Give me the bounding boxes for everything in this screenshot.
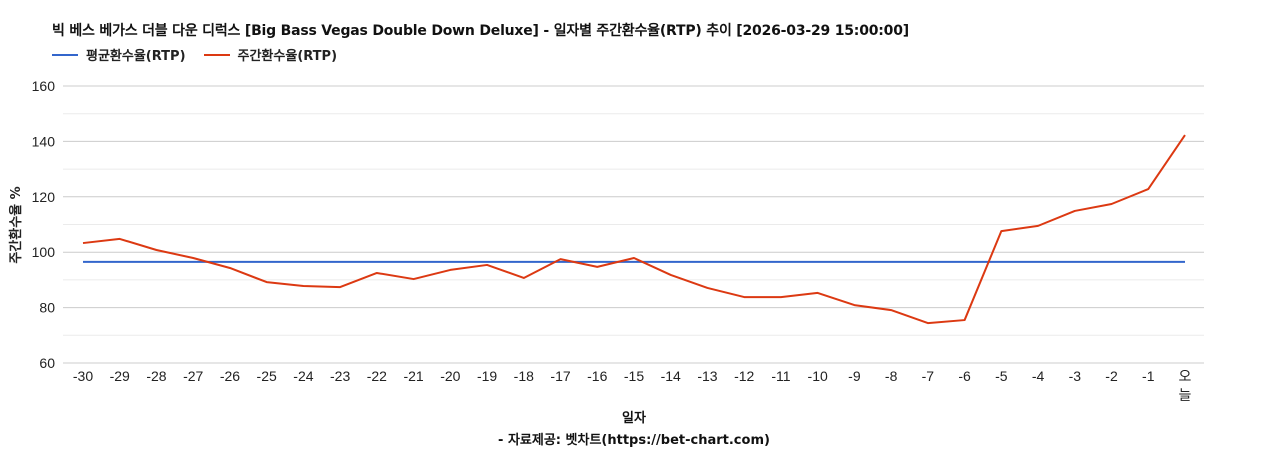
x-tick-label: -8 <box>885 368 898 384</box>
legend: 평균환수율(RTP) 주간환수율(RTP) <box>52 45 355 64</box>
x-tick-label: -20 <box>440 368 460 384</box>
x-tick-label: 오 <box>1179 368 1192 384</box>
x-tick-label: -6 <box>958 368 971 384</box>
x-tick-label: -2 <box>1105 368 1118 384</box>
x-axis-ticks: -30 -29 -28 -27 -26 -25 -24 -23 -22 -21 -20 -19 -18-… <box>73 368 1192 403</box>
legend-item-average[interactable]: 평균환수율(RTP) <box>52 45 186 64</box>
x-tick-label: -24 <box>293 368 313 384</box>
y-tick-label: 120 <box>32 189 56 205</box>
x-tick-label: -22 <box>367 368 387 384</box>
series-lines <box>82 134 1186 325</box>
y-axis-ticks: 60 80 100 120 140 160 <box>32 78 56 371</box>
y-axis-title: 주간환수율 % <box>8 186 24 263</box>
x-tick-label: -14 <box>661 368 681 384</box>
x-tick-label: -29 <box>110 368 130 384</box>
legend-label-weekly: 주간환수율(RTP) <box>237 49 338 64</box>
x-tick-label: -28 <box>146 368 166 384</box>
x-axis-title: 일자 <box>622 411 646 426</box>
x-tick-label: -18 <box>514 368 534 384</box>
x-tick-label: -23 <box>330 368 350 384</box>
y-tick-label: 140 <box>32 133 56 149</box>
x-tick-label: -9 <box>848 368 861 384</box>
x-tick-label: -11 <box>771 368 790 384</box>
gridlines <box>63 85 1204 364</box>
source-credit: - 자료제공: 벳차트(https://bet-chart.com) <box>498 433 770 448</box>
x-tick-label: -5 <box>995 368 1008 384</box>
y-tick-label: 160 <box>32 78 56 94</box>
x-tick-label: -21 <box>403 368 423 384</box>
x-tick-label: -10 <box>808 368 828 384</box>
x-tick-label: -3 <box>1069 368 1082 384</box>
x-tick-label: -13 <box>697 368 717 384</box>
x-tick-label: -30 <box>73 368 93 384</box>
chart-title: 빅 베스 베가스 더블 다운 디럭스 [Big Bass Vegas Doubl… <box>52 23 909 39</box>
weekly-rtp-line[interactable] <box>82 134 1186 325</box>
legend-swatch-weekly <box>203 53 230 56</box>
x-tick-label: -4 <box>1032 368 1045 384</box>
x-tick-label: -12 <box>734 368 754 384</box>
x-tick-label: 늘 <box>1179 387 1192 403</box>
x-tick-label: -17 <box>550 368 570 384</box>
x-tick-label: -25 <box>257 368 277 384</box>
y-tick-label: 80 <box>39 300 55 316</box>
x-tick-label: -26 <box>220 368 240 384</box>
legend-swatch-average <box>52 53 78 56</box>
y-tick-label: 60 <box>39 355 55 371</box>
x-tick-label: -1 <box>1142 368 1155 384</box>
x-tick-label: -19 <box>477 368 497 384</box>
x-tick-label: -27 <box>183 368 203 384</box>
x-tick-label: -7 <box>922 368 935 384</box>
y-tick-label: 100 <box>32 244 56 260</box>
legend-item-weekly[interactable]: 주간환수율(RTP) <box>203 45 338 64</box>
x-tick-label: -15 <box>624 368 644 384</box>
x-tick-label: -16 <box>587 368 607 384</box>
legend-label-average: 평균환수율(RTP) <box>86 49 186 64</box>
